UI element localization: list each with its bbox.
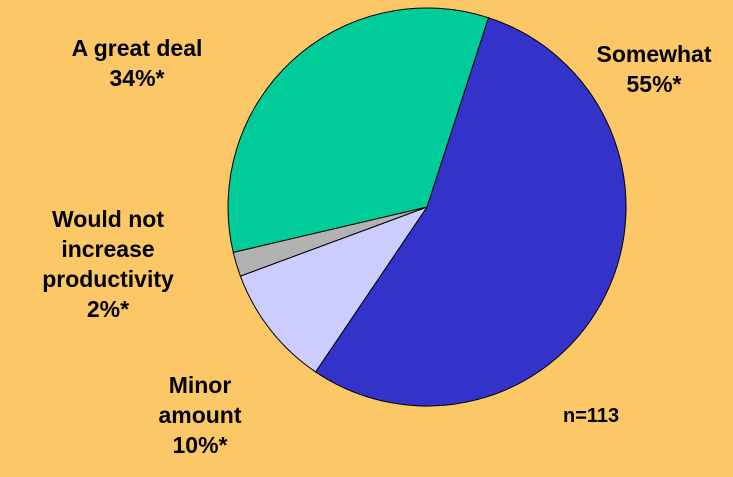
sample-size-note: n=113 (563, 405, 620, 427)
label-minor-amount: Minor amount 10%* (130, 370, 270, 460)
label-minor-pct: 10%* (172, 432, 228, 458)
label-minor-line2: amount (158, 402, 242, 428)
pie-slice-3 (227, 7, 490, 254)
label-somewhat-name: Somewhat (596, 41, 712, 67)
label-would-not-line1: Would not (52, 206, 164, 232)
label-would-not-pct: 2%* (86, 296, 130, 322)
label-would-not-line2: increase (61, 236, 155, 262)
label-somewhat: Somewhat 55%* (584, 39, 724, 99)
label-minor-line1: Minor (168, 372, 232, 398)
label-would-not-line3: productivity (42, 266, 174, 292)
label-a-great-deal-pct: 34%* (109, 65, 165, 91)
label-somewhat-pct: 55%* (626, 71, 682, 97)
pie-slice-1 (239, 205, 429, 373)
label-a-great-deal: A great deal 34%* (52, 33, 222, 93)
pie-slice-0 (314, 17, 627, 407)
label-a-great-deal-name: A great deal (71, 35, 203, 61)
label-would-not-increase-productivity: Would not increase productivity 2%* (10, 204, 206, 324)
